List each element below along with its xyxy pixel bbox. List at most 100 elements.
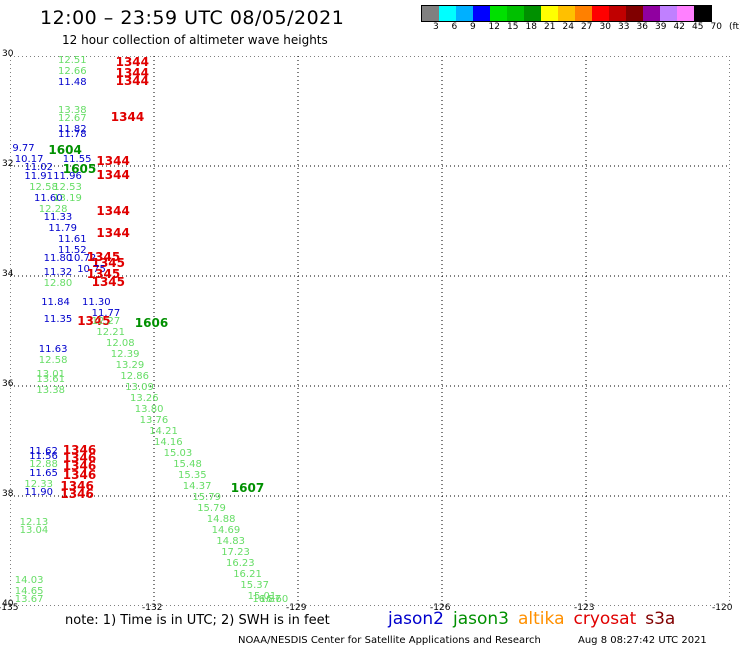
wave-height-label: 11.91 <box>24 170 54 182</box>
color-scale-label: 70 <box>710 22 722 32</box>
legend-entry-jason2: jason2 <box>388 609 444 629</box>
wave-height-label: 13.19 <box>53 192 82 204</box>
color-scale-label: 33 <box>618 22 630 32</box>
color-swatch <box>660 6 677 21</box>
longitude-tick-label: -123 <box>574 603 595 613</box>
wave-height-label: 16.87 <box>252 594 282 605</box>
wave-height-label: 12.13 <box>19 517 49 528</box>
color-swatch <box>473 6 490 21</box>
wave-height-label: 14.21 <box>149 426 178 438</box>
color-scale-label: 18 <box>525 22 537 32</box>
pass-time-label: 1605 <box>62 162 97 177</box>
wave-height-label: 14.37 <box>182 481 212 493</box>
wave-height-label: 13.80 <box>134 404 164 416</box>
pass-time-label: 1345 <box>77 313 111 328</box>
pass-time-label: 1344 <box>96 225 130 240</box>
wave-height-label: 11.65 <box>29 467 58 479</box>
pass-time-label: 1344 <box>96 167 130 182</box>
wave-height-label: 13.61 <box>36 374 66 385</box>
color-scale-label: 27 <box>581 22 593 32</box>
wave-height-label: 12.88 <box>29 459 58 471</box>
color-swatch <box>575 6 592 21</box>
pass-time-label: 1346 <box>60 486 94 501</box>
wave-height-label: 14.03 <box>14 574 44 586</box>
color-swatch <box>609 6 626 21</box>
color-swatch <box>592 6 609 21</box>
legend-entry-altika: altika <box>518 609 565 629</box>
longitude-tick-label: -135 <box>0 603 19 613</box>
wave-height-label: 11.48 <box>58 77 87 88</box>
wave-height-label: 12.21 <box>96 327 126 339</box>
wave-height-label: 11.32 <box>43 266 73 278</box>
color-scale-label: 42 <box>673 22 685 32</box>
pass-time-label: 1344 <box>115 74 149 89</box>
wave-height-label: 15.01 <box>247 591 277 603</box>
wave-height-label: 11.30 <box>82 297 111 308</box>
color-scale-label: 21 <box>544 22 556 32</box>
color-scale-label: (ft) <box>729 22 740 32</box>
pass-time-label: 1346 <box>62 467 97 482</box>
wave-height-label: 14.65 <box>14 585 44 597</box>
wave-height-label: 11.80 <box>43 253 73 264</box>
legend-entry-jason3: jason3 <box>453 609 509 629</box>
pass-time-label: 1346 <box>62 451 97 465</box>
wave-height-label: 11.33 <box>43 211 73 223</box>
lat-lon-grid <box>10 56 730 606</box>
wave-height-label: 16.23 <box>226 558 255 570</box>
wave-height-label: 16.21 <box>233 569 262 581</box>
wave-height-label: 10.75 <box>77 264 106 275</box>
color-scale-label: 3 <box>433 22 439 32</box>
pass-time-label: 1345 <box>91 255 125 270</box>
pass-time-label: 1345 <box>91 275 125 289</box>
latitude-tick-label: 32 <box>2 159 14 169</box>
wave-height-label: 14.83 <box>216 536 246 548</box>
pass-time-label: 1606 <box>134 316 169 331</box>
color-scale-label: 15 <box>507 22 519 32</box>
wave-height-label: 12.66 <box>58 66 87 77</box>
latitude-tick-label: 38 <box>2 489 14 499</box>
wave-height-label: 11.35 <box>43 313 73 325</box>
wave-height-label: 12.58 <box>29 181 58 193</box>
color-scale-label: 39 <box>655 22 667 32</box>
pass-time-label: 1344 <box>115 55 149 69</box>
pass-time-label: 1345 <box>86 266 121 281</box>
color-scale-label: 12 <box>488 22 500 32</box>
pass-time-label: 1604 <box>48 143 82 157</box>
color-swatch <box>439 6 456 21</box>
color-swatch <box>643 6 660 21</box>
longitude-tick-label: -126 <box>430 603 451 613</box>
latitude-tick-label: 40 <box>2 599 14 609</box>
wave-height-label: 13.01 <box>36 368 66 380</box>
wave-height-label: 13.67 <box>14 594 44 605</box>
wave-height-label: 15.37 <box>240 580 270 592</box>
wave-height-label: 16.60 <box>259 594 289 605</box>
color-scale-label: 36 <box>636 22 648 32</box>
wave-height-label: 12.86 <box>120 371 150 383</box>
color-swatch <box>524 6 541 21</box>
wave-height-label: 13.26 <box>130 393 159 405</box>
longitude-tick-label: -129 <box>286 603 307 613</box>
wave-height-label: 15.48 <box>173 459 202 471</box>
wave-height-label: 12.51 <box>58 55 87 66</box>
wave-height-label: 13.76 <box>139 415 169 427</box>
wave-height-label: 13.29 <box>115 360 145 372</box>
color-scale-bar <box>421 5 712 22</box>
color-swatch <box>490 6 507 21</box>
wave-height-label: 11.96 <box>53 170 82 182</box>
wave-height-label: 11.52 <box>58 244 87 256</box>
color-swatch <box>694 6 711 21</box>
wave-height-label: 12.08 <box>106 338 135 350</box>
wave-height-label: 10.17 <box>14 154 44 165</box>
wave-height-label: 11.79 <box>48 222 78 234</box>
color-swatch <box>626 6 643 21</box>
wave-height-label: 11.61 <box>58 233 87 245</box>
satellite-legend: jason2 jason3 altika cryosat s3a <box>388 609 675 629</box>
longitude-tick-label: -120 <box>712 603 733 613</box>
legend-entry-s3a: s3a <box>645 609 676 629</box>
pass-time-label: 1344 <box>115 66 149 80</box>
wave-height-label: 12.27 <box>91 316 121 328</box>
latitude-tick-label: 34 <box>2 269 14 279</box>
color-swatch <box>507 6 524 21</box>
wave-height-label: 11.90 <box>24 486 54 498</box>
wave-height-label: 12.33 <box>24 478 54 490</box>
